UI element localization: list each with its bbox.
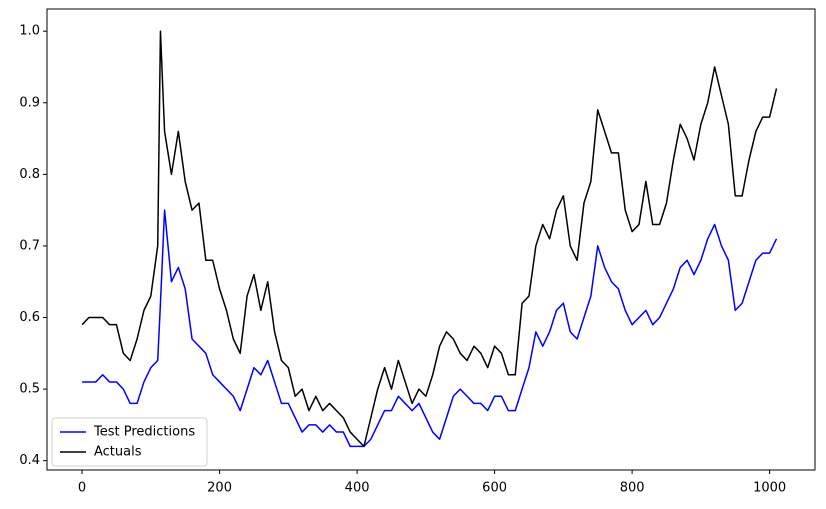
series-line (81, 30, 778, 448)
x-tick-label: 0 (78, 481, 86, 496)
y-tick-label: 0.9 (19, 95, 40, 110)
y-tick-label: 1.0 (19, 24, 40, 39)
series-line (82, 209, 778, 448)
plot-frame (46, 8, 816, 471)
legend-box (51, 417, 208, 467)
x-tick-label: 600 (482, 481, 507, 496)
x-tick-label: 400 (345, 481, 370, 496)
x-tick-label: 800 (620, 481, 645, 496)
y-tick-label: 0.8 (19, 167, 40, 182)
x-tick-label: 200 (207, 481, 232, 496)
y-tick-label: 0.5 (19, 382, 40, 397)
x-tick-label: 1000 (753, 481, 786, 496)
y-tick-label: 0.4 (19, 453, 40, 468)
legend-label: Test Predictions (93, 425, 195, 440)
y-tick-label: 0.7 (19, 238, 40, 253)
legend-label: Actuals (94, 445, 142, 460)
y-tick-label: 0.6 (19, 310, 40, 325)
